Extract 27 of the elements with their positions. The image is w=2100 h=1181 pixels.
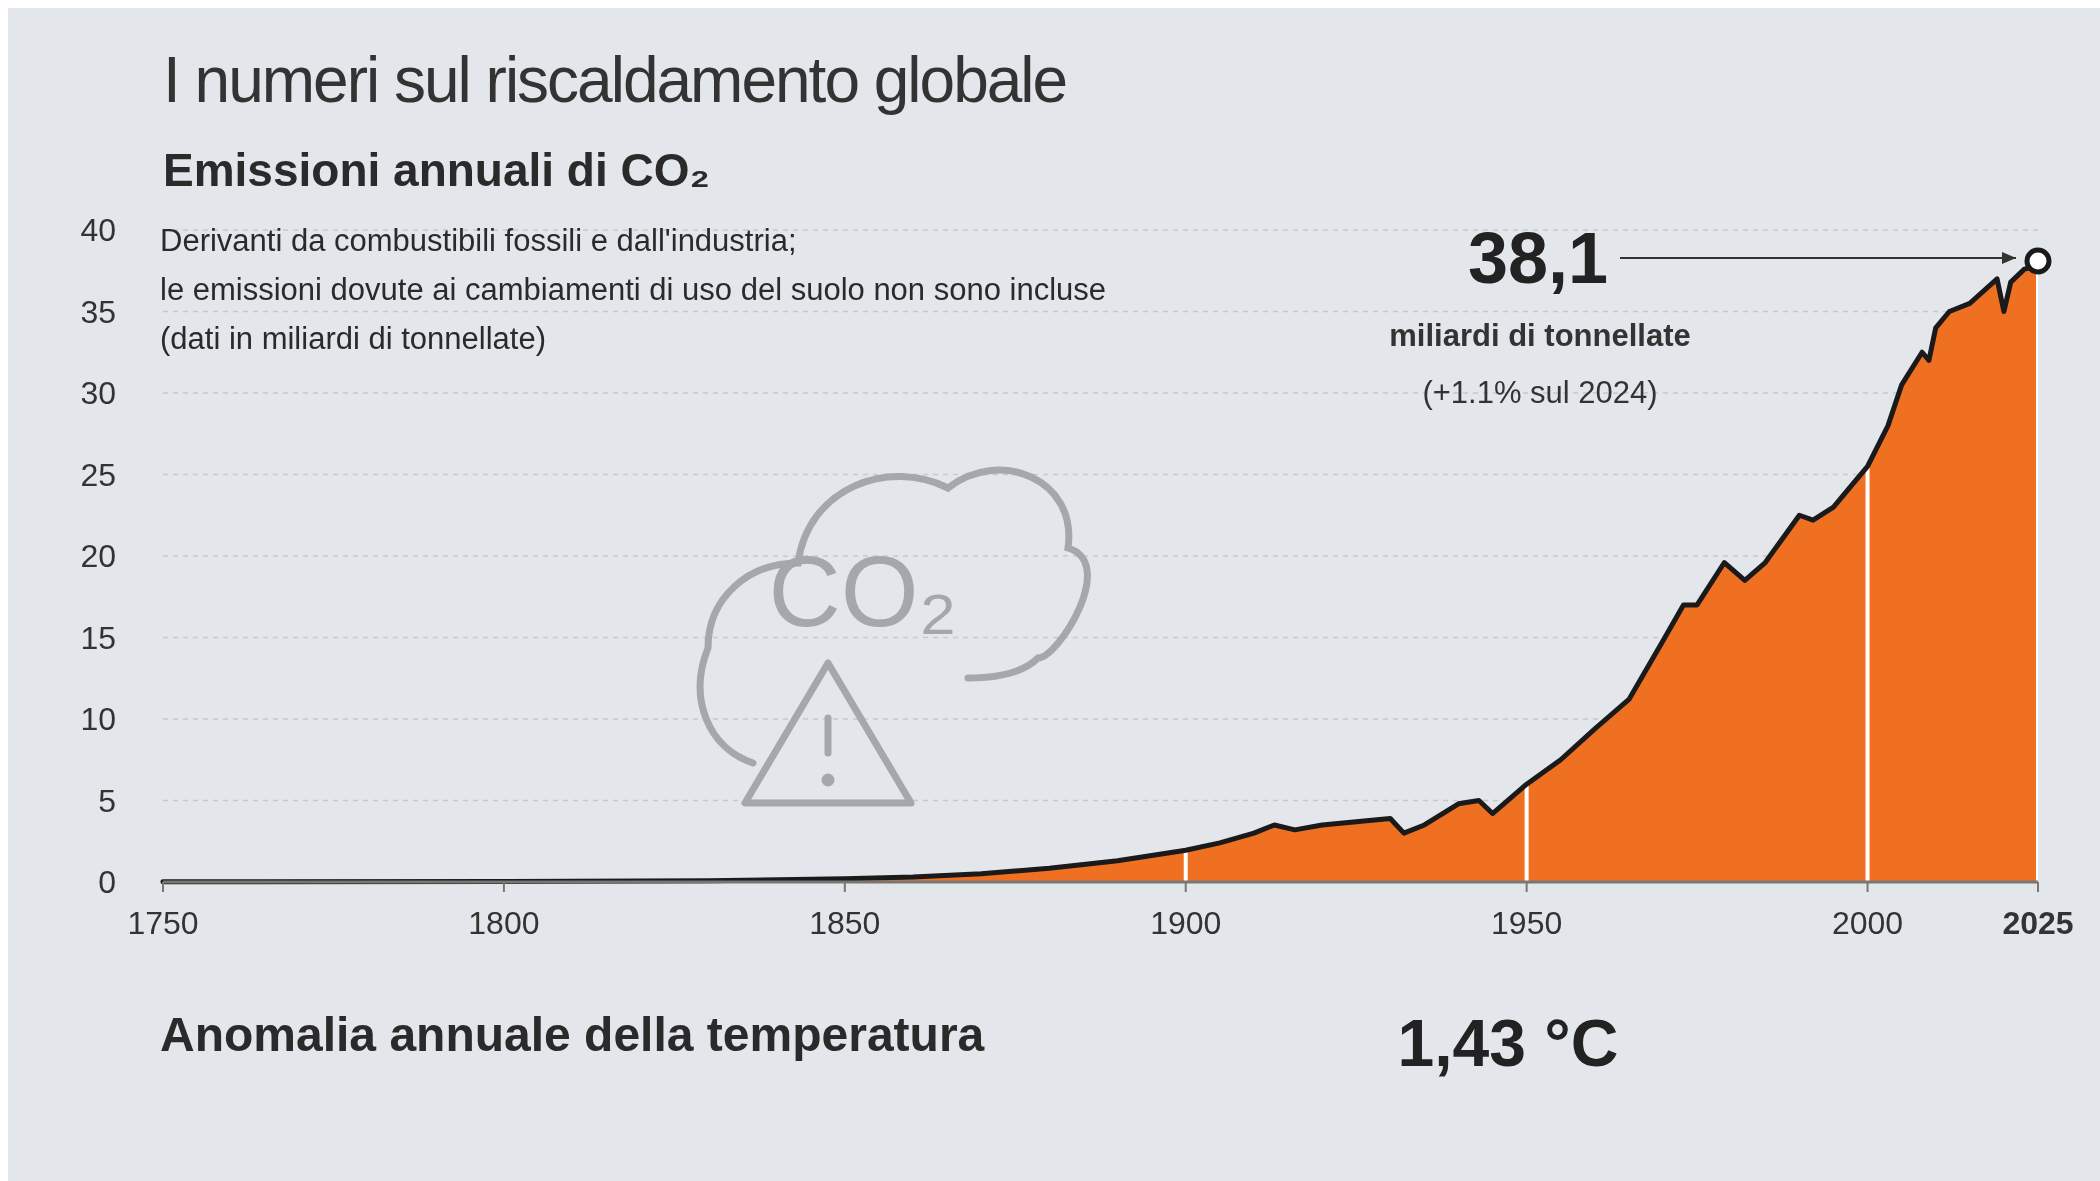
annotation: le emissioni dovute ai cambiamenti di uso del suolo non sono incluse [160,272,1107,307]
x-tick-label: 1800 [468,905,540,941]
x-tick-label: 2000 [1831,905,1904,941]
x-tick-label: 1900 [1150,905,1222,941]
x-tick-label: 1950 [1491,905,1563,941]
y-tick-label: 5 [98,782,116,819]
x-tick-label: 1850 [809,905,881,941]
y-tick-label: 15 [80,619,116,656]
chart-title: I numeri sul riscaldamento globale [163,44,1067,116]
annotation: (+1.1% sul 2024) [1422,375,1658,410]
y-tick-label: 30 [80,375,116,412]
y-tick-label: 35 [80,293,116,330]
y-tick-label: 10 [80,701,116,738]
y-tick-label: 0 [98,864,116,901]
y-tick-label: 40 [80,212,116,249]
x-tick-label: 2025 [2002,905,2074,941]
x-tick-label: 1750 [127,905,199,941]
annotation: 38,1 [1467,217,1609,298]
text: 1,43 °C [1397,1006,1619,1080]
annotation: CO₂ [768,535,958,647]
annotation: miliardi di tonnellate [1389,318,1691,353]
annotation: (dati in miliardi di tonnellate) [160,321,546,356]
y-tick-label: 20 [80,538,116,575]
chart-subtitle: Emissioni annuali di CO₂ [163,144,710,196]
text: Anomalia annuale della temperatura [160,1008,985,1061]
y-tick-label: 25 [80,456,116,493]
annotation: Derivanti da combustibili fossili e dall'industria; [160,223,797,258]
